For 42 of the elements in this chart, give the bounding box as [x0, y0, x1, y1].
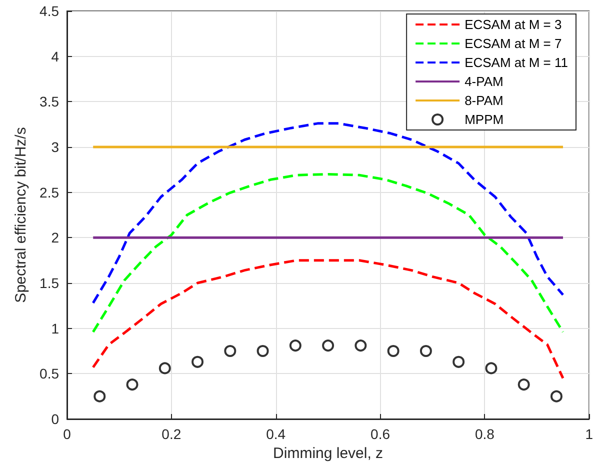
point [452, 356, 465, 368]
line-series [92, 259, 564, 380]
point [518, 378, 530, 391]
line-series [92, 172, 564, 334]
legend-label: ECSAM at M = 7 [464, 36, 562, 51]
point [256, 345, 269, 357]
x-tick-label: 1 [585, 426, 594, 442]
legend-label: MPPM [464, 112, 504, 127]
point [94, 390, 106, 402]
legend-label: ECSAM at M = 11 [464, 55, 568, 70]
y-tick-label: 0 [51, 411, 60, 427]
legend-label: 8-PAM [464, 93, 504, 108]
y-tick-label: 3 [51, 139, 60, 155]
y-tick-label: 4.5 [40, 3, 60, 19]
x-tick-label: 0.8 [474, 426, 495, 442]
point [224, 345, 236, 357]
point [485, 362, 498, 374]
y-tick-label: 4 [51, 48, 60, 64]
legend-label: 4-PAM [464, 74, 504, 89]
x-tick-label: 0.2 [162, 426, 182, 442]
y-tick-label: 0.5 [40, 366, 60, 382]
point [550, 390, 562, 402]
y-tick-label: 2 [51, 230, 60, 246]
line-series [92, 122, 564, 304]
x-tick-label: 0.6 [370, 426, 390, 442]
point [158, 362, 171, 374]
point [322, 340, 334, 352]
point [192, 356, 204, 368]
point [387, 345, 400, 357]
point [126, 378, 138, 391]
y-axis-title: Spectral efficiency bit/Hz/s [12, 127, 30, 303]
legend-label: ECSAM at M = 3 [464, 17, 562, 32]
y-tick-label: 1.5 [40, 275, 60, 291]
point [354, 340, 367, 352]
point [420, 345, 432, 357]
y-tick-label: 1 [51, 320, 60, 336]
point [289, 340, 302, 352]
x-axis-title: Dimming level, z [273, 444, 384, 462]
y-tick-label: 3.5 [40, 94, 60, 110]
y-tick-label: 2.5 [40, 184, 60, 200]
x-tick-label: 0 [63, 426, 72, 442]
x-tick-label: 0.4 [266, 426, 286, 442]
